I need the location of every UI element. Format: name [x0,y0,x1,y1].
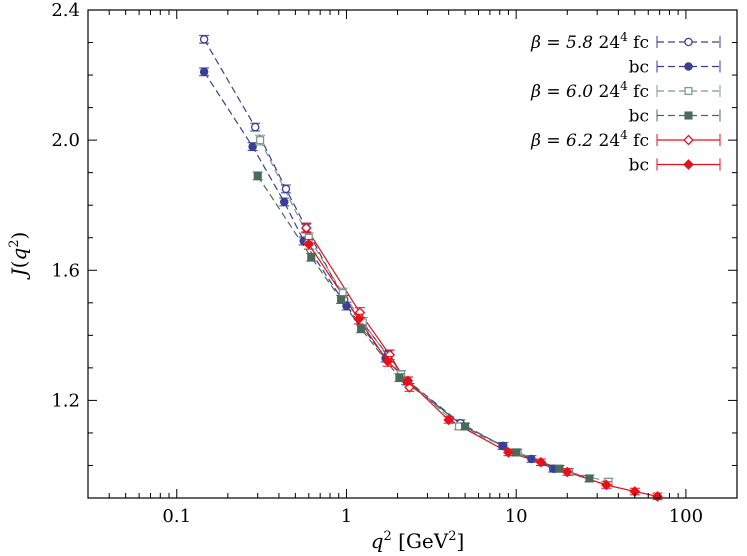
legend-marker [684,37,693,47]
data-point-b58fc [199,35,209,44]
x-axis-title: q2 [GeV2] [371,529,465,553]
data-point-b60bc [461,422,470,431]
data-point-b62bc [535,456,547,468]
legend-marker [684,62,693,71]
legend-label: bc [629,156,649,176]
data-point-b58bc [248,142,257,151]
y-tick-label: 2.4 [51,0,80,21]
plot-frame [87,9,738,499]
y-axis-arg-exp: 2 [7,239,22,247]
legend-marker [684,86,693,96]
legend-label: β = 5.8 244 fc [530,30,649,53]
x-axis-var: q [371,529,384,553]
x-tick-label: 1 [341,506,352,527]
data-point-b62fc [300,222,312,234]
y-tick-label: 1.2 [51,390,80,411]
legend-marker [684,111,693,120]
data-point-b62bc [402,375,414,387]
legend-bc: fc [628,82,649,102]
data-point-b60bc [253,171,262,180]
x-axis-var-exp: 2 [384,529,392,544]
legend-label: β = 6.2 244 fc [530,128,649,151]
legend-lattice-exp: 4 [620,30,628,44]
y-axis-arg: q [7,248,31,261]
data-point-b60bc [512,448,521,457]
y-tick-label: 1.6 [51,260,80,281]
data-point-b58bc [199,67,209,77]
data-point-b62bc [601,479,612,491]
legend-beta: β = 5.8 [530,33,593,53]
legend-entry-b58fc: β = 5.8 244 fc [530,30,721,53]
data-point-b58fc [281,184,291,194]
data-point-b62bc [503,447,514,458]
y-axis-paren-close: ) [7,232,31,240]
legend-bc: fc [628,131,649,151]
data-point-b62bc [353,313,364,325]
y-tick-label: 2.0 [51,130,80,151]
x-tick-label: 10 [505,506,528,527]
x-axis-unit-close: ] [456,529,464,553]
legend-marker [683,134,694,146]
axis-titles: q2 [GeV2]J(q2) [7,232,464,553]
data-point-b60bc [357,324,366,333]
legend-marker [683,159,694,170]
x-tick-label: 100 [669,506,703,527]
legend-label: bc [629,107,649,127]
data-point-b58bc [527,454,536,464]
data-point-b60bc [555,464,564,473]
data-point-b58bc [280,197,289,207]
legend-label: β = 6.0 244 fc [530,79,649,102]
data-point-b60bc [585,474,594,483]
y-axis-paren: ( [7,261,31,269]
legend-bc: fc [628,33,649,53]
data-point-b62bc [303,238,315,250]
x-axis-unit: [GeV [392,529,449,553]
legend-lattice: 24 [593,33,620,53]
plot-marks [199,34,663,502]
legend-lattice-exp: 4 [620,128,628,142]
data-point-b60bc [307,253,316,262]
legend-entry-b62fc: β = 6.2 244 fc [530,128,721,151]
x-tick-label: 0.1 [162,506,191,527]
data-point-b62bc [561,466,573,478]
legend-lattice: 24 [593,82,620,102]
legend-beta: β = 6.2 [530,131,593,151]
y-axis-title: J(q2) [7,232,31,281]
data-point-b60bc [337,295,346,304]
data-point-b62bc [443,414,454,426]
legend-label: bc [629,58,649,78]
data-point-b60bc [395,373,404,382]
data-point-b58bc [499,441,508,451]
legend-entry-b58bc: bc [629,58,721,78]
legend-beta: β = 6.0 [530,82,593,102]
data-point-b60fc [256,136,265,145]
legend-lattice-exp: 4 [620,79,628,93]
axes: 0.1 1 10 100 1.2 1.6 2.0 2.4 [51,0,738,527]
y-axis-var: J [7,267,31,280]
legend-lattice: 24 [593,131,620,151]
x-axis-unit-exp: 2 [448,529,456,544]
legend-entry-b62bc: bc [629,156,721,176]
legend-entry-b60bc: bc [629,107,721,127]
data-point-b58bc [342,301,351,311]
data-point-b58fc [250,122,260,132]
data-point-b62bc [382,356,394,367]
legend-entry-b60fc: β = 6.0 244 fc [530,79,721,102]
